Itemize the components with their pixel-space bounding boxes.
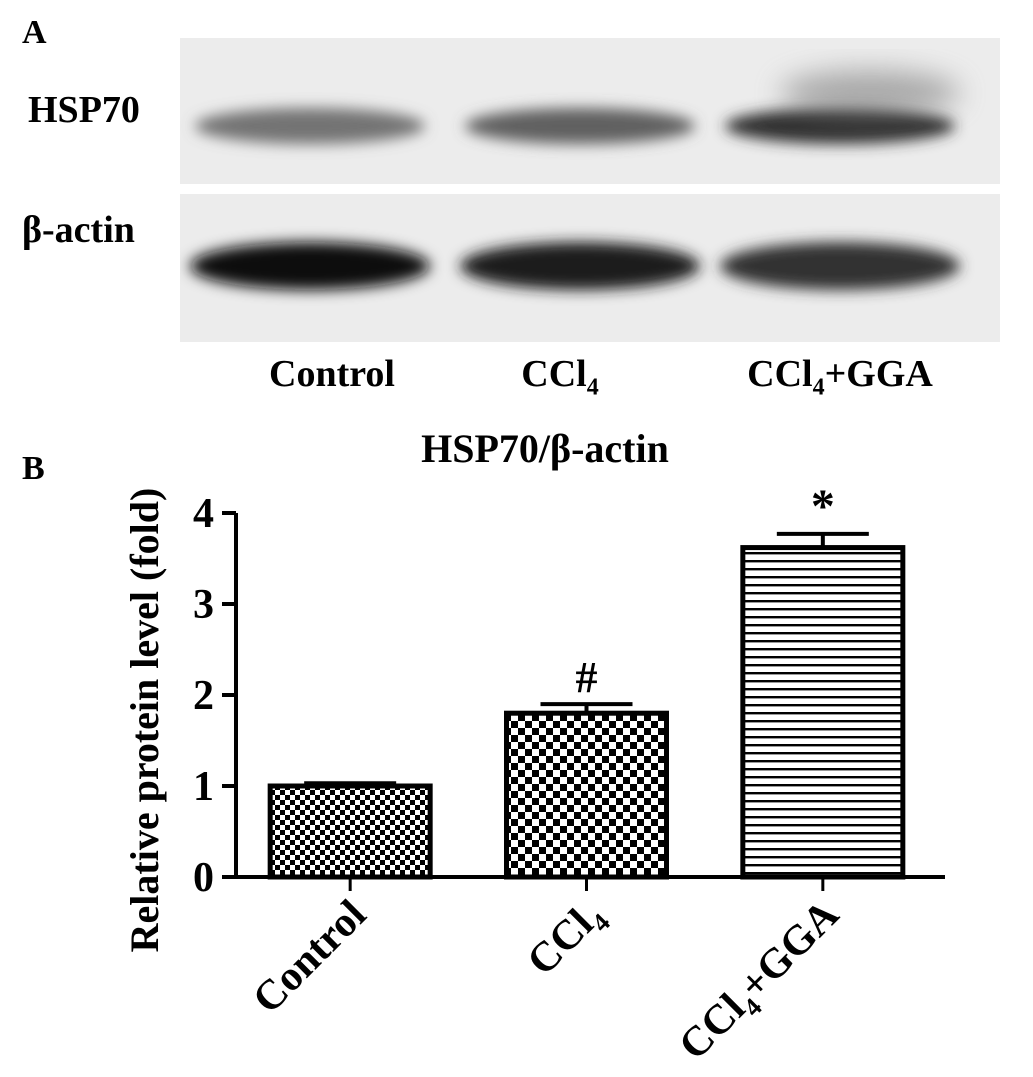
panel-b-label: B — [22, 450, 45, 487]
lane-label-control: Control — [269, 353, 395, 395]
significance-marker: # — [576, 653, 598, 702]
band-beta-actin — [460, 242, 700, 290]
lane-label-ccl4-gga: CCl4+GGA — [747, 353, 933, 401]
bar — [267, 783, 433, 880]
x-tick-label: Control — [244, 892, 375, 1023]
band-hsp70 — [195, 108, 425, 144]
lane-label-ccl4: CCl4 — [521, 353, 599, 401]
blot-label-hsp70: HSP70 — [28, 89, 140, 131]
bar — [740, 545, 906, 880]
x-tick-label: CCl4 — [519, 892, 616, 989]
panel-a-label: A — [22, 14, 47, 51]
blot-beta-actin-image — [190, 242, 960, 290]
band-hsp70-smear — [780, 71, 960, 115]
x-tick-label: CCl4+GGA — [670, 891, 852, 1073]
y-tick-label: 0 — [193, 855, 214, 901]
band-beta-actin — [190, 242, 430, 290]
y-tick-label: 1 — [193, 764, 214, 810]
chart-title: HSP70/β-actin — [421, 426, 669, 471]
y-tick-label: 3 — [193, 582, 214, 628]
blot-hsp70 — [180, 38, 1000, 184]
blot-label-beta-actin: β-actin — [22, 209, 135, 251]
y-tick-label: 4 — [193, 491, 214, 537]
significance-marker: * — [811, 480, 835, 533]
band-beta-actin — [720, 242, 960, 290]
bar — [504, 710, 669, 880]
blot-hsp70-image — [195, 71, 960, 144]
band-hsp70 — [465, 108, 695, 144]
band-hsp70 — [725, 108, 955, 144]
blot-beta-actin — [180, 194, 1000, 342]
y-axis-label: Relative protein level (fold) — [122, 488, 167, 953]
y-tick-label: 2 — [193, 673, 214, 719]
